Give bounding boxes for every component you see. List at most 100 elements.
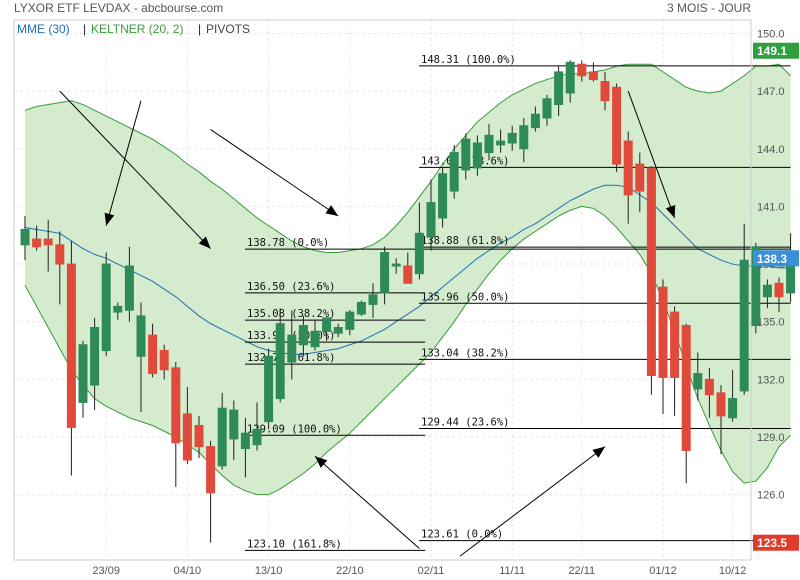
candle-body: [577, 63, 587, 77]
candle: [380, 246, 390, 305]
annotation-arrow: [459, 446, 606, 557]
candle-body: [345, 311, 355, 330]
candle: [472, 135, 482, 176]
legend-mme[interactable]: MME (30): [17, 22, 70, 36]
fib-level-label: 138.88 (61.8%): [421, 235, 510, 247]
candle-body: [90, 326, 100, 386]
x-tick-label: 02/11: [418, 565, 445, 577]
candle-body: [322, 317, 332, 332]
legend-separator: |: [83, 22, 86, 36]
x-tick-label: 04/10: [174, 565, 202, 577]
candle: [461, 133, 471, 180]
candle-body: [78, 344, 88, 403]
arrow-shaft: [459, 446, 606, 557]
candle: [496, 129, 506, 153]
candle-body: [542, 98, 552, 119]
candle-body: [739, 259, 749, 392]
legend-separator: |: [198, 22, 201, 36]
candle-body: [264, 355, 274, 423]
indicator-legend: MME (30) | KELTNER (20, 2) | PIVOTS: [17, 22, 250, 36]
candle-body: [252, 428, 262, 446]
candle: [635, 152, 645, 213]
candle: [728, 369, 738, 422]
candle-body: [554, 71, 564, 106]
candle: [194, 415, 204, 459]
candle-body: [333, 326, 343, 334]
candle-body: [20, 228, 30, 246]
candle: [298, 315, 308, 357]
candle: [542, 94, 552, 126]
candle: [345, 310, 355, 336]
candle-body: [496, 140, 506, 146]
candle: [670, 306, 680, 416]
mme-30-line: [24, 184, 791, 355]
candle-body: [217, 407, 227, 467]
arrow-head: [198, 236, 211, 249]
legend-keltner[interactable]: KELTNER (20, 2): [91, 22, 183, 36]
candle: [310, 319, 320, 351]
candlesticks: [20, 60, 796, 543]
candle-body: [298, 325, 308, 346]
legend-pivots[interactable]: PIVOTS: [206, 22, 250, 36]
candle-body: [461, 138, 471, 171]
fib-level-label: 129.09 (100.0%): [247, 423, 342, 435]
candle: [55, 231, 65, 305]
y-tick-label: 147.0: [757, 86, 785, 98]
candle: [171, 362, 181, 487]
candle-body: [623, 140, 633, 196]
candle: [704, 367, 714, 418]
annotation-arrow: [104, 100, 142, 226]
candle: [20, 216, 30, 261]
fib-level-label: 136.50 (23.6%): [247, 281, 336, 293]
candle-body: [43, 238, 53, 246]
fib-level-label: 138.78 (0.0%): [247, 237, 329, 249]
candle-body: [66, 263, 76, 428]
arrow-head: [315, 456, 328, 468]
candle: [588, 62, 598, 82]
annotation-arrow: [59, 90, 211, 250]
candle: [530, 106, 540, 132]
candle: [426, 179, 436, 251]
candle: [113, 302, 123, 320]
candle-body: [681, 325, 691, 451]
candle-body: [206, 446, 216, 494]
arrow-shaft: [314, 455, 420, 549]
plot-frame: [13, 19, 752, 561]
fib-level-label: 123.10 (161.8%): [247, 538, 342, 550]
x-tick-label: 22/10: [336, 565, 364, 577]
annotation-arrow: [627, 90, 676, 219]
x-tick-label: 13/10: [255, 565, 283, 577]
candle-body: [646, 167, 656, 377]
candle: [449, 144, 459, 199]
chart-period: 3 MOIS - JOUR: [667, 1, 751, 15]
candle: [693, 352, 703, 401]
arrow-head: [104, 212, 115, 226]
y-tick-label: 132.0: [757, 374, 785, 386]
y-tick-label: 150.0: [757, 28, 785, 40]
candle: [646, 166, 656, 395]
candle-body: [530, 113, 540, 129]
candle: [438, 167, 448, 228]
candle-body: [368, 294, 378, 305]
y-tick-label: 135.0: [757, 317, 785, 329]
y-tick-label: 144.0: [757, 144, 785, 156]
fib-level-label: 135.08 (38.2%): [247, 308, 336, 320]
candle-body: [124, 265, 134, 311]
candle-body: [403, 265, 413, 284]
candle: [356, 300, 366, 316]
fib-level-label: 129.44 (23.6%): [421, 417, 510, 429]
candle-body: [148, 334, 158, 375]
candle: [322, 317, 332, 341]
x-tick-label: 10/12: [719, 565, 747, 577]
price-badge-box: [753, 42, 799, 59]
candle-body: [113, 305, 123, 313]
candle: [403, 252, 413, 284]
candle-body: [438, 173, 448, 219]
candle-body: [670, 311, 680, 378]
candle: [148, 323, 158, 378]
fib-level-label: 123.61 (0.0%): [421, 529, 503, 541]
candle-body: [612, 86, 622, 165]
candle: [287, 310, 297, 380]
candle: [612, 83, 622, 172]
arrow-head: [665, 204, 676, 218]
